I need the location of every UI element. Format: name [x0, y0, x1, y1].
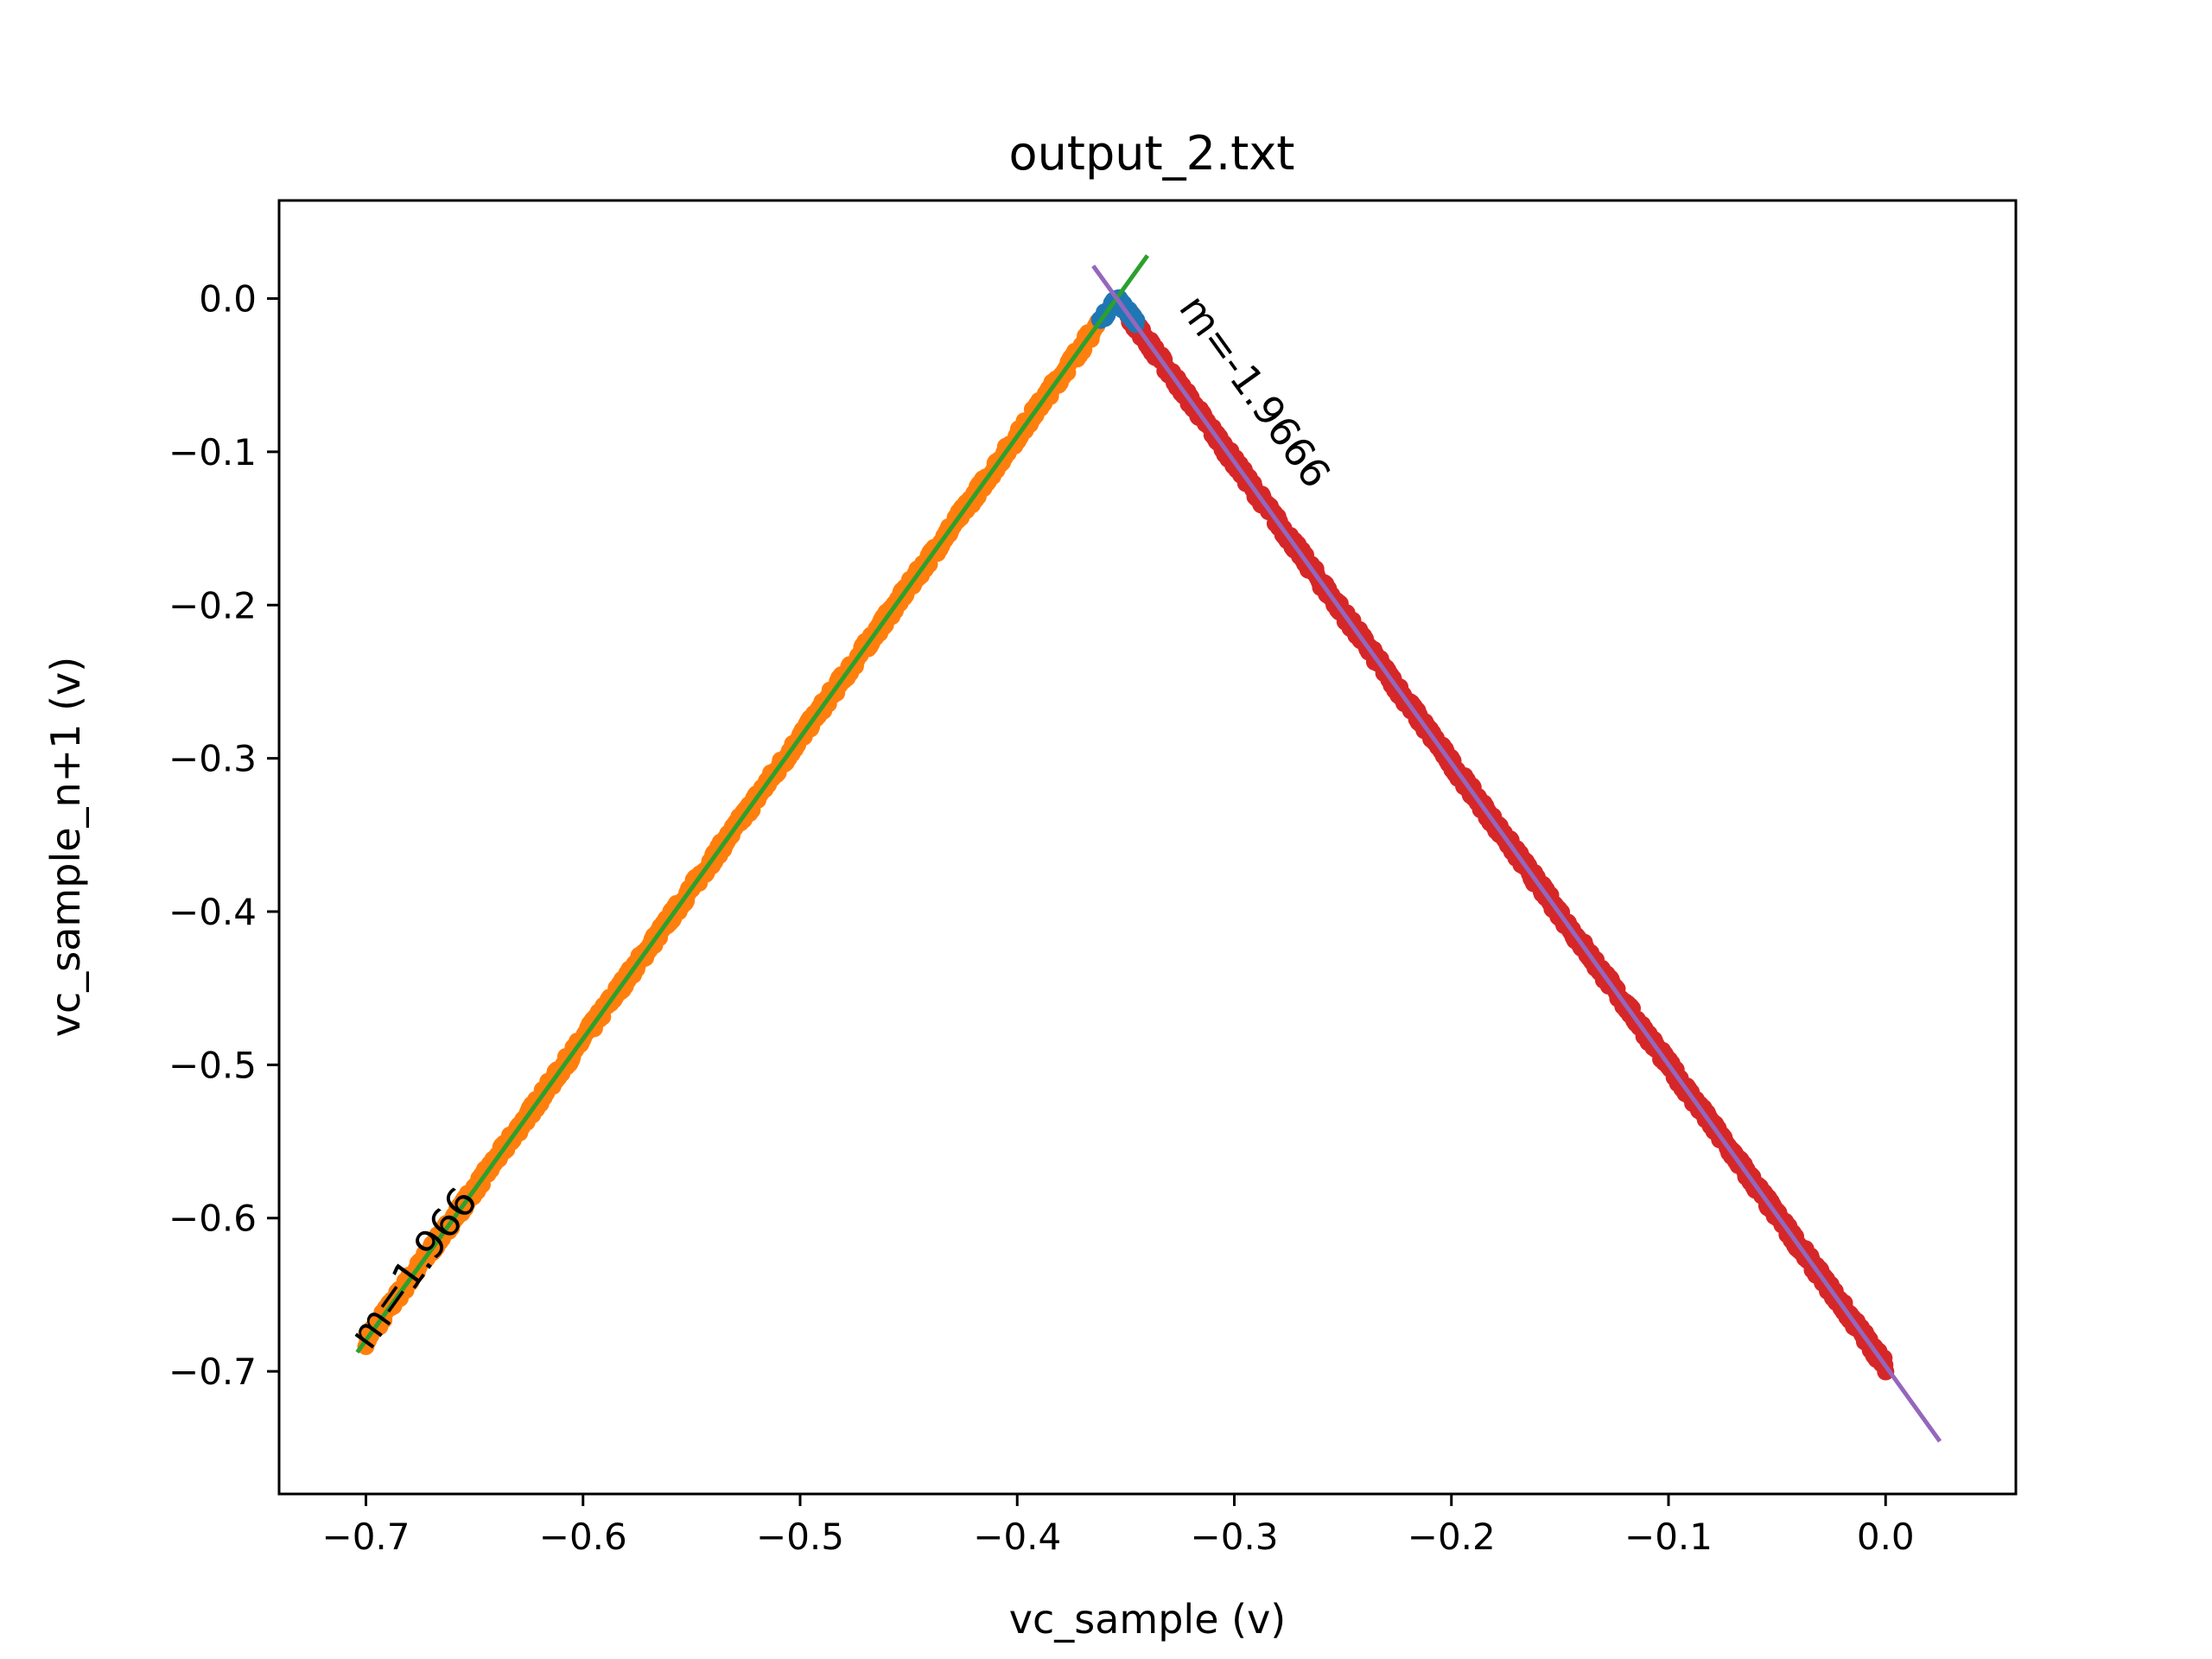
scatter-point	[1877, 1363, 1895, 1381]
fit-line-2	[1091, 264, 1942, 1443]
x-tick-label: −0.7	[322, 1516, 410, 1558]
fit-line-1	[355, 254, 1150, 1354]
y-tick-label: −0.7	[168, 1351, 257, 1393]
x-axis-label: vc_sample (v)	[1009, 1596, 1287, 1643]
y-axis-label: vc_sample_n+1 (v)	[42, 657, 89, 1037]
x-axis: −0.7 −0.6 −0.5 −0.4 −0.3 −0.2 −0.1 0.0	[322, 1494, 1915, 1558]
x-tick-label: −0.6	[539, 1516, 627, 1558]
y-tick-label: −0.3	[168, 738, 257, 780]
x-tick-label: −0.5	[756, 1516, 844, 1558]
y-tick-label: −0.1	[168, 431, 257, 474]
x-tick-label: −0.1	[1624, 1516, 1713, 1558]
x-tick-label: −0.2	[1408, 1516, 1496, 1558]
scatter-point	[1128, 311, 1146, 329]
x-tick-label: 0.0	[1857, 1516, 1915, 1558]
chart-title: output_2.txt	[1009, 126, 1295, 181]
y-tick-label: −0.5	[168, 1044, 257, 1086]
y-tick-label: −0.2	[168, 584, 257, 626]
fit-lines	[355, 254, 1942, 1443]
axes-frame	[277, 199, 2018, 1496]
y-tick-label: 0.0	[199, 278, 257, 321]
x-tick-label: −0.3	[1191, 1516, 1279, 1558]
x-tick-label: −0.4	[973, 1516, 1061, 1558]
y-tick-label: −0.6	[168, 1198, 257, 1240]
y-tick-label: −0.4	[168, 891, 257, 933]
y-axis: 0.0 −0.1 −0.2 −0.3 −0.4 −0.5 −0.6 −0.7	[168, 278, 279, 1393]
